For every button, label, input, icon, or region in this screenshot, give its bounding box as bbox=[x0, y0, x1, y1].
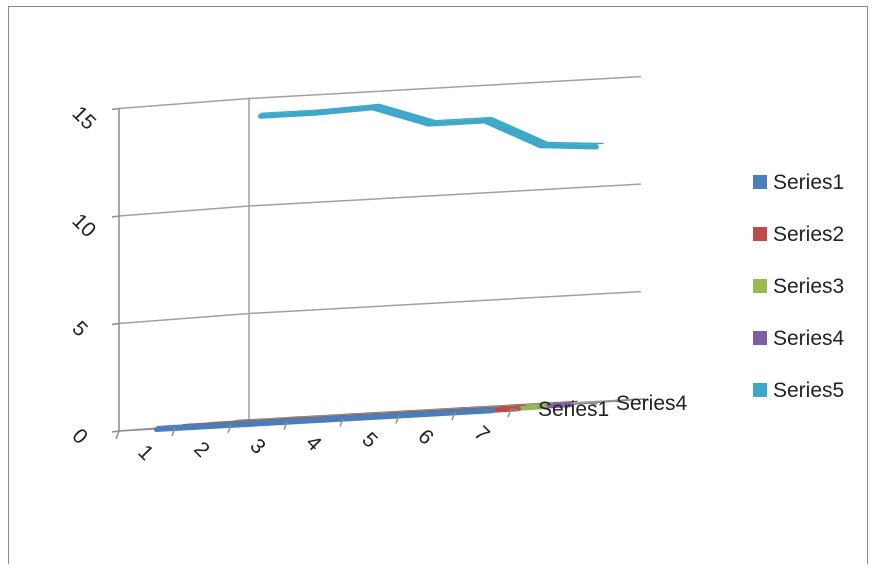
legend-label-Series5: Series5 bbox=[773, 379, 844, 402]
x-tick-label-1: 1 bbox=[133, 441, 158, 466]
x-tick-label-6: 6 bbox=[413, 425, 438, 450]
series-Series1-edge-6 bbox=[433, 408, 495, 417]
y-tick-mark-15 bbox=[111, 107, 120, 111]
legend-swatch-Series4 bbox=[753, 331, 767, 345]
series-Series5-segment-6 bbox=[540, 141, 604, 145]
axes bbox=[118, 108, 642, 432]
gridline-10 bbox=[118, 183, 642, 217]
series-Series1-edge-2 bbox=[209, 420, 271, 429]
y-tick-mark-0 bbox=[111, 430, 120, 433]
series-Series1 bbox=[153, 406, 500, 433]
x-tick-mark-5 bbox=[395, 415, 400, 424]
legend: Series1 Series2 Series3 Series4 Series5 bbox=[753, 171, 845, 402]
series-Series5-segment-5 bbox=[484, 116, 548, 144]
series-Series5-edge-1 bbox=[257, 110, 319, 119]
x-tick-label-7: 7 bbox=[469, 422, 494, 447]
x-tick-mark-3 bbox=[283, 421, 288, 430]
legend-swatch-Series3 bbox=[753, 279, 767, 293]
depth-tick-mark-5 bbox=[640, 398, 650, 401]
y-tick-mark-5 bbox=[111, 322, 120, 326]
series-Series5-edge-2 bbox=[313, 105, 375, 116]
y-tick-label-10: 10 bbox=[67, 209, 100, 242]
depth-tick-mark-1 bbox=[536, 406, 546, 409]
gridlines bbox=[118, 75, 642, 432]
series-Series5-edge-5 bbox=[481, 118, 543, 149]
x-tick-mark-7 bbox=[507, 408, 512, 418]
x-tick-mark-2 bbox=[227, 424, 232, 434]
x-tick-label-3: 3 bbox=[245, 434, 270, 459]
depth-tick-mark-4 bbox=[614, 400, 624, 403]
series-Series1-edge-5 bbox=[377, 411, 439, 420]
x-tick-mark-4 bbox=[339, 418, 344, 427]
series-Series5-edge-4 bbox=[425, 118, 487, 127]
x-tick-mark-0 bbox=[115, 430, 120, 440]
depth-axis-ticks: Series1 Series4 bbox=[510, 392, 688, 421]
gridline-15 bbox=[118, 75, 642, 110]
x-tick-label-5: 5 bbox=[357, 428, 382, 453]
depth-tick-mark-3 bbox=[588, 402, 598, 405]
depth-tick-label-Series1: Series1 bbox=[538, 398, 609, 421]
series-Series1-segment-6 bbox=[436, 406, 500, 412]
series-layer bbox=[153, 103, 604, 433]
legend-swatch-Series5 bbox=[753, 383, 767, 397]
x-tick-mark-1 bbox=[171, 427, 176, 437]
series-Series5 bbox=[257, 103, 604, 150]
depth-tick-label-Series4: Series4 bbox=[616, 392, 688, 415]
x-tick-label-2: 2 bbox=[189, 437, 214, 462]
y-axis-ticks: 0 5 10 15 bbox=[67, 102, 120, 449]
gridline-5 bbox=[118, 290, 642, 325]
series-Series1-edge-4 bbox=[321, 414, 383, 423]
legend-label-Series4: Series4 bbox=[773, 327, 845, 350]
y-tick-label-15: 15 bbox=[67, 102, 100, 135]
x-tick-label-4: 4 bbox=[301, 431, 326, 456]
series-Series1-edge-3 bbox=[265, 417, 327, 426]
legend-swatch-Series1 bbox=[753, 175, 767, 189]
legend-swatch-Series2 bbox=[753, 227, 767, 241]
depth-tick-mark-2 bbox=[562, 404, 572, 407]
legend-label-Series1: Series1 bbox=[773, 171, 844, 194]
series-Series5-edge-6 bbox=[537, 143, 599, 150]
y-tick-label-0: 0 bbox=[67, 424, 92, 449]
y-tick-label-5: 5 bbox=[67, 317, 92, 342]
legend-label-Series3: Series3 bbox=[773, 275, 844, 298]
series-Series1-edge-1 bbox=[153, 423, 215, 433]
y-tick-mark-10 bbox=[111, 215, 120, 218]
series-Series5-edge-3 bbox=[369, 105, 431, 127]
depth-tick-mark-0 bbox=[510, 408, 520, 411]
x-tick-mark-6 bbox=[451, 411, 456, 421]
legend-label-Series2: Series2 bbox=[773, 223, 844, 246]
